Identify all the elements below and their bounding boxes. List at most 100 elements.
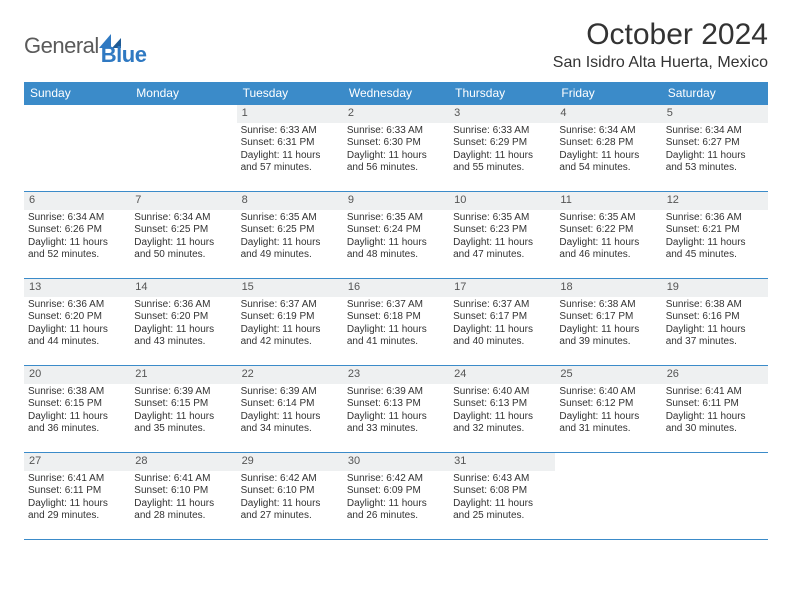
day-number: 8 bbox=[237, 192, 343, 210]
day-cell: 6Sunrise: 6:34 AMSunset: 6:26 PMDaylight… bbox=[24, 192, 130, 278]
daylight-line-1: Daylight: 11 hours bbox=[28, 411, 126, 424]
daylight-line-2: and 47 minutes. bbox=[453, 249, 551, 262]
daylight-line-2: and 34 minutes. bbox=[241, 423, 339, 436]
day-number: 13 bbox=[24, 279, 130, 297]
daylight-line-2: and 35 minutes. bbox=[134, 423, 232, 436]
daylight-line-1: Daylight: 11 hours bbox=[28, 498, 126, 511]
daylight-line-2: and 31 minutes. bbox=[559, 423, 657, 436]
sunset-line: Sunset: 6:08 PM bbox=[453, 485, 551, 498]
daylight-line-1: Daylight: 11 hours bbox=[453, 237, 551, 250]
sunrise-line: Sunrise: 6:35 AM bbox=[559, 212, 657, 225]
sunrise-line: Sunrise: 6:37 AM bbox=[453, 299, 551, 312]
sunset-line: Sunset: 6:11 PM bbox=[28, 485, 126, 498]
day-cell-empty: 0 bbox=[130, 105, 236, 191]
week-row: 27Sunrise: 6:41 AMSunset: 6:11 PMDayligh… bbox=[24, 453, 768, 540]
day-cell: 12Sunrise: 6:36 AMSunset: 6:21 PMDayligh… bbox=[662, 192, 768, 278]
day-body: Sunrise: 6:39 AMSunset: 6:15 PMDaylight:… bbox=[130, 384, 236, 440]
day-number: 30 bbox=[343, 453, 449, 471]
day-number: 3 bbox=[449, 105, 555, 123]
sunrise-line: Sunrise: 6:40 AM bbox=[453, 386, 551, 399]
day-number: 12 bbox=[662, 192, 768, 210]
week-row: 6Sunrise: 6:34 AMSunset: 6:26 PMDaylight… bbox=[24, 192, 768, 279]
sunset-line: Sunset: 6:19 PM bbox=[241, 311, 339, 324]
sunset-line: Sunset: 6:11 PM bbox=[666, 398, 764, 411]
day-number: 17 bbox=[449, 279, 555, 297]
day-cell: 18Sunrise: 6:38 AMSunset: 6:17 PMDayligh… bbox=[555, 279, 661, 365]
sunrise-line: Sunrise: 6:33 AM bbox=[347, 125, 445, 138]
sunset-line: Sunset: 6:09 PM bbox=[347, 485, 445, 498]
sunset-line: Sunset: 6:29 PM bbox=[453, 137, 551, 150]
day-body: Sunrise: 6:40 AMSunset: 6:13 PMDaylight:… bbox=[449, 384, 555, 440]
daylight-line-2: and 49 minutes. bbox=[241, 249, 339, 262]
sunset-line: Sunset: 6:15 PM bbox=[28, 398, 126, 411]
daylight-line-2: and 36 minutes. bbox=[28, 423, 126, 436]
daylight-line-2: and 53 minutes. bbox=[666, 162, 764, 175]
sunset-line: Sunset: 6:16 PM bbox=[666, 311, 764, 324]
day-cell: 4Sunrise: 6:34 AMSunset: 6:28 PMDaylight… bbox=[555, 105, 661, 191]
day-body: Sunrise: 6:34 AMSunset: 6:27 PMDaylight:… bbox=[662, 123, 768, 179]
day-number: 27 bbox=[24, 453, 130, 471]
sunrise-line: Sunrise: 6:33 AM bbox=[241, 125, 339, 138]
day-body: Sunrise: 6:33 AMSunset: 6:31 PMDaylight:… bbox=[237, 123, 343, 179]
daylight-line-1: Daylight: 11 hours bbox=[666, 237, 764, 250]
sunrise-line: Sunrise: 6:38 AM bbox=[28, 386, 126, 399]
day-cell: 9Sunrise: 6:35 AMSunset: 6:24 PMDaylight… bbox=[343, 192, 449, 278]
sunrise-line: Sunrise: 6:37 AM bbox=[241, 299, 339, 312]
daylight-line-1: Daylight: 11 hours bbox=[559, 324, 657, 337]
day-body: Sunrise: 6:33 AMSunset: 6:30 PMDaylight:… bbox=[343, 123, 449, 179]
day-body: Sunrise: 6:37 AMSunset: 6:17 PMDaylight:… bbox=[449, 297, 555, 353]
sunset-line: Sunset: 6:28 PM bbox=[559, 137, 657, 150]
day-number: 31 bbox=[449, 453, 555, 471]
day-body: Sunrise: 6:35 AMSunset: 6:24 PMDaylight:… bbox=[343, 210, 449, 266]
sunrise-line: Sunrise: 6:41 AM bbox=[134, 473, 232, 486]
sunset-line: Sunset: 6:25 PM bbox=[134, 224, 232, 237]
daylight-line-1: Daylight: 11 hours bbox=[134, 237, 232, 250]
day-number: 26 bbox=[662, 366, 768, 384]
sunrise-line: Sunrise: 6:35 AM bbox=[241, 212, 339, 225]
day-body: Sunrise: 6:36 AMSunset: 6:21 PMDaylight:… bbox=[662, 210, 768, 266]
daylight-line-1: Daylight: 11 hours bbox=[453, 498, 551, 511]
weekday-header: Tuesday bbox=[237, 82, 343, 105]
daylight-line-2: and 29 minutes. bbox=[28, 510, 126, 523]
sunset-line: Sunset: 6:10 PM bbox=[241, 485, 339, 498]
sunrise-line: Sunrise: 6:36 AM bbox=[28, 299, 126, 312]
day-cell: 31Sunrise: 6:43 AMSunset: 6:08 PMDayligh… bbox=[449, 453, 555, 539]
day-cell: 16Sunrise: 6:37 AMSunset: 6:18 PMDayligh… bbox=[343, 279, 449, 365]
sunrise-line: Sunrise: 6:40 AM bbox=[559, 386, 657, 399]
day-cell: 22Sunrise: 6:39 AMSunset: 6:14 PMDayligh… bbox=[237, 366, 343, 452]
sunset-line: Sunset: 6:27 PM bbox=[666, 137, 764, 150]
sunrise-line: Sunrise: 6:39 AM bbox=[241, 386, 339, 399]
day-body: Sunrise: 6:39 AMSunset: 6:13 PMDaylight:… bbox=[343, 384, 449, 440]
daylight-line-1: Daylight: 11 hours bbox=[241, 237, 339, 250]
sunrise-line: Sunrise: 6:39 AM bbox=[134, 386, 232, 399]
sunset-line: Sunset: 6:18 PM bbox=[347, 311, 445, 324]
daylight-line-1: Daylight: 11 hours bbox=[453, 411, 551, 424]
day-body: Sunrise: 6:40 AMSunset: 6:12 PMDaylight:… bbox=[555, 384, 661, 440]
sunrise-line: Sunrise: 6:36 AM bbox=[666, 212, 764, 225]
daylight-line-1: Daylight: 11 hours bbox=[241, 498, 339, 511]
weeks-container: 001Sunrise: 6:33 AMSunset: 6:31 PMDaylig… bbox=[24, 105, 768, 540]
day-cell-empty: 0 bbox=[555, 453, 661, 539]
sunrise-line: Sunrise: 6:41 AM bbox=[28, 473, 126, 486]
daylight-line-1: Daylight: 11 hours bbox=[347, 498, 445, 511]
daylight-line-2: and 37 minutes. bbox=[666, 336, 764, 349]
day-number: 11 bbox=[555, 192, 661, 210]
day-body: Sunrise: 6:39 AMSunset: 6:14 PMDaylight:… bbox=[237, 384, 343, 440]
sunset-line: Sunset: 6:25 PM bbox=[241, 224, 339, 237]
day-body: Sunrise: 6:36 AMSunset: 6:20 PMDaylight:… bbox=[24, 297, 130, 353]
sunrise-line: Sunrise: 6:36 AM bbox=[134, 299, 232, 312]
page-title: October 2024 bbox=[553, 18, 768, 52]
day-cell: 19Sunrise: 6:38 AMSunset: 6:16 PMDayligh… bbox=[662, 279, 768, 365]
sunrise-line: Sunrise: 6:34 AM bbox=[28, 212, 126, 225]
sunrise-line: Sunrise: 6:38 AM bbox=[559, 299, 657, 312]
sunrise-line: Sunrise: 6:42 AM bbox=[347, 473, 445, 486]
sunset-line: Sunset: 6:10 PM bbox=[134, 485, 232, 498]
brand-logo: General Blue bbox=[24, 18, 146, 68]
daylight-line-1: Daylight: 11 hours bbox=[453, 324, 551, 337]
weekday-header: Friday bbox=[555, 82, 661, 105]
sunset-line: Sunset: 6:13 PM bbox=[453, 398, 551, 411]
sunrise-line: Sunrise: 6:41 AM bbox=[666, 386, 764, 399]
daylight-line-1: Daylight: 11 hours bbox=[241, 411, 339, 424]
week-row: 13Sunrise: 6:36 AMSunset: 6:20 PMDayligh… bbox=[24, 279, 768, 366]
day-cell: 13Sunrise: 6:36 AMSunset: 6:20 PMDayligh… bbox=[24, 279, 130, 365]
